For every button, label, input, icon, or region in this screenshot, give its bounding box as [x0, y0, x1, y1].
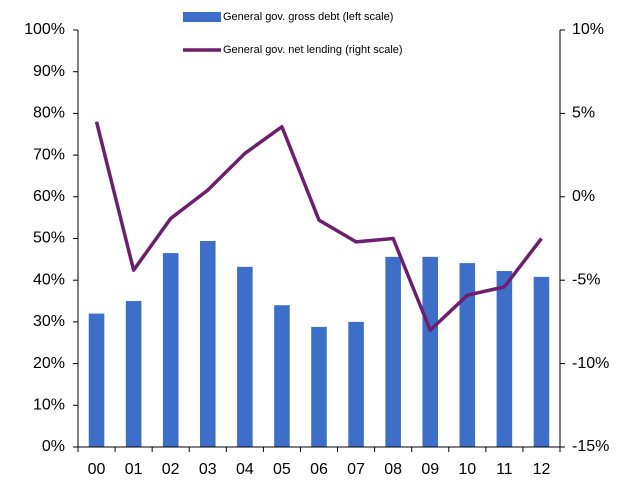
y-tick-label: 50%: [33, 230, 65, 247]
legend-swatch: [183, 12, 221, 22]
bar: [125, 301, 142, 447]
x-tick-label: 06: [310, 461, 328, 478]
bar: [496, 271, 513, 447]
y-tick-label: 100%: [24, 21, 65, 38]
bar: [274, 305, 290, 447]
y2-tick-label: 10%: [572, 21, 604, 38]
y-tick-label: 0%: [42, 438, 65, 455]
bar: [348, 321, 364, 447]
bar: [88, 313, 105, 447]
y2-tick-label: -10%: [572, 355, 609, 372]
x-tick-label: 05: [273, 461, 291, 478]
x-tick-label: 08: [384, 461, 402, 478]
x-tick-label: 12: [533, 461, 551, 478]
bar: [422, 256, 439, 447]
x-tick-label: 11: [496, 461, 513, 478]
y-tick-label: 40%: [33, 271, 65, 288]
bar: [237, 266, 253, 447]
bar: [199, 241, 216, 447]
x-tick-label: 09: [421, 461, 439, 478]
y-tick-label: 10%: [33, 397, 65, 414]
y-tick-label: 30%: [33, 313, 65, 330]
x-tick-label: 10: [458, 461, 476, 478]
y-tick-label: 60%: [33, 188, 65, 205]
x-tick-label: 07: [347, 461, 365, 478]
line: [94, 121, 543, 332]
y2-tick-label: -15%: [572, 438, 609, 455]
y-tick-label: 20%: [33, 355, 65, 372]
legend-label: General gov. net lending (right scale): [223, 44, 403, 56]
legend-label: General gov. gross debt (left scale): [223, 11, 393, 23]
bar: [311, 326, 327, 447]
bar: [162, 253, 179, 447]
x-tick-label: 02: [162, 461, 180, 478]
y2-tick-label: 0%: [572, 188, 595, 205]
bar: [533, 276, 550, 447]
bar: [459, 263, 476, 447]
x-tick-label: 00: [88, 461, 106, 478]
y2-tick-label: -5%: [572, 271, 600, 288]
x-tick-label: 03: [199, 461, 217, 478]
x-tick-label: 04: [236, 461, 254, 478]
y-tick-label: 70%: [33, 146, 65, 163]
x-tick-label: 01: [125, 461, 143, 478]
y2-tick-label: 5%: [572, 105, 595, 122]
y-tick-label: 80%: [33, 105, 65, 122]
bar: [385, 256, 401, 447]
y-tick-label: 90%: [33, 63, 65, 80]
